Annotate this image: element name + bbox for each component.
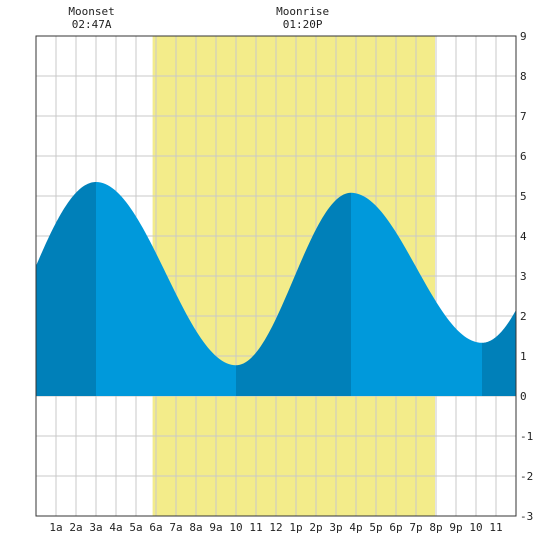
y-tick-label: -2: [520, 470, 533, 483]
x-tick-label: 3p: [329, 521, 342, 534]
x-tick-label: 1p: [289, 521, 302, 534]
tide-area-rising: [482, 310, 516, 396]
y-tick-label: 8: [520, 70, 527, 83]
x-tick-label: 5p: [369, 521, 382, 534]
y-tick-label: -3: [520, 510, 533, 523]
x-tick-labels: 1a 2a 3a 4a 5a 6a 7a 8a 9a 10 11 12 1p 2p 3p 4p 5p 6p 7p 8p…: [49, 521, 502, 534]
x-tick-label: 12: [269, 521, 282, 534]
x-tick-label: 11: [489, 521, 502, 534]
tide-area-falling: [96, 182, 236, 396]
moonrise-time: 01:20P: [283, 18, 323, 31]
y-tick-label: 3: [520, 270, 527, 283]
tide-area-rising: [36, 182, 96, 396]
moonset-time: 02:47A: [72, 18, 112, 31]
y-tick-label: 6: [520, 150, 527, 163]
tide-area-layer: [36, 182, 516, 396]
y-tick-label: 5: [520, 190, 527, 203]
x-tick-label: 7a: [169, 521, 182, 534]
x-tick-label: 4p: [349, 521, 362, 534]
x-tick-label: 3a: [89, 521, 102, 534]
x-tick-label: 5a: [129, 521, 142, 534]
moonset-label: Moonset: [68, 5, 114, 18]
y-tick-label: 7: [520, 110, 527, 123]
y-tick-label: 1: [520, 350, 527, 363]
x-tick-label: 8a: [189, 521, 202, 534]
x-tick-label: 2a: [69, 521, 82, 534]
y-tick-label: 2: [520, 310, 527, 323]
x-tick-label: 10: [469, 521, 482, 534]
tide-area-rising: [236, 192, 351, 396]
x-tick-label: 4a: [109, 521, 122, 534]
x-tick-label: 2p: [309, 521, 322, 534]
tide-area-falling: [351, 192, 482, 396]
x-tick-label: 6a: [149, 521, 162, 534]
x-tick-label: 8p: [429, 521, 442, 534]
x-tick-label: 6p: [389, 521, 402, 534]
y-tick-label: 0: [520, 390, 527, 403]
x-tick-label: 9a: [209, 521, 222, 534]
y-tick-labels: -3 -2 -1 0 1 2 3 4 5 6 7 8 9: [520, 30, 533, 523]
x-tick-label: 9p: [449, 521, 462, 534]
plot-frame: [35, 35, 517, 517]
x-tick-label: 1a: [49, 521, 62, 534]
x-tick-label: 10: [229, 521, 242, 534]
y-tick-label: 9: [520, 30, 527, 43]
x-tick-label: 7p: [409, 521, 422, 534]
y-tick-label: 4: [520, 230, 527, 243]
y-tick-label: -1: [520, 430, 533, 443]
x-tick-label: 11: [249, 521, 262, 534]
plot-frame-layer: [35, 35, 517, 517]
moonrise-label: Moonrise: [276, 5, 329, 18]
